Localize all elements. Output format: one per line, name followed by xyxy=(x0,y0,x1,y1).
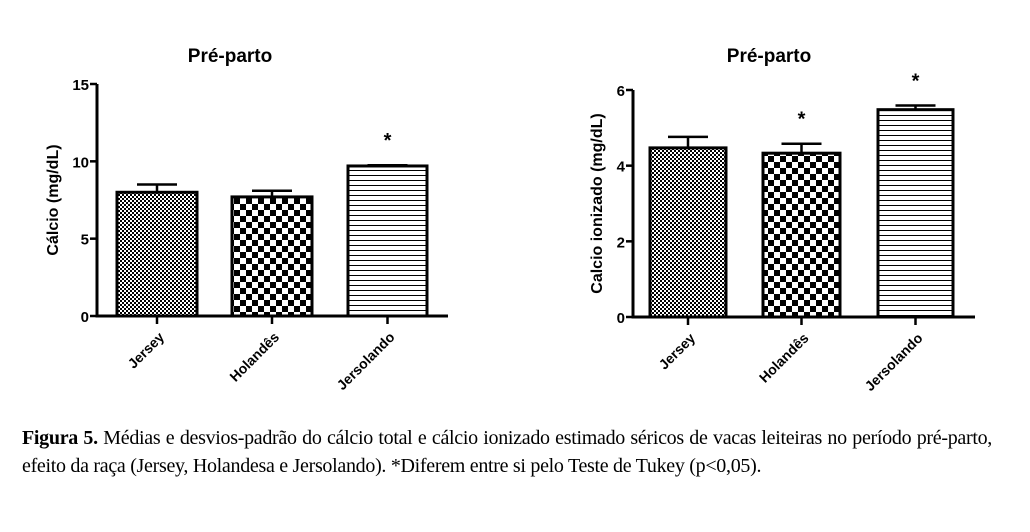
chart-ionized-calcium: Pré-parto Calcio ionizado (mg/dL) Jersey * H… xyxy=(589,46,975,394)
y-axis-label: Calcio ionizado (mg/dL) xyxy=(589,113,606,293)
figure-charts: Pré-parto Cálcio (mg/dL) Jersey Holandês * Je… xyxy=(45,46,975,394)
y-tick-label: 5 xyxy=(81,232,89,249)
significance-marker: * xyxy=(798,109,806,131)
bar-jersolando xyxy=(876,108,955,319)
significance-marker: * xyxy=(384,130,392,152)
bar-holandês xyxy=(230,195,314,318)
y-tick-label: 0 xyxy=(81,309,89,326)
bar-jersolando xyxy=(346,164,429,318)
y-tick-label: 10 xyxy=(72,154,89,171)
x-tick-label: Jersolando xyxy=(861,330,925,394)
caption-text: Médias e desvios-padrão do cálcio total … xyxy=(22,427,993,477)
bar-jersey xyxy=(648,146,728,319)
x-tick-label: Jersolando xyxy=(333,329,397,393)
x-tick-label: Holandês xyxy=(756,330,812,386)
y-tick-label: 15 xyxy=(72,77,89,94)
caption-label: Figura 5. xyxy=(22,427,98,449)
x-tick-label: Jersey xyxy=(124,329,167,372)
significance-marker: * xyxy=(912,71,920,93)
figure-caption: Figura 5. Médias e desvios-padrão do cál… xyxy=(22,424,992,480)
bar-holandês xyxy=(761,151,842,319)
y-tick-label: 0 xyxy=(617,310,625,327)
y-axis-label: Cálcio (mg/dL) xyxy=(45,144,62,255)
bar-jersey xyxy=(115,190,199,318)
chart-title: Pré-parto xyxy=(188,46,272,67)
chart-total-calcium: Pré-parto Cálcio (mg/dL) Jersey Holandês * Je… xyxy=(45,46,448,393)
x-tick-label: Jersey xyxy=(655,330,698,373)
x-tick-label: Holandês xyxy=(226,329,282,385)
chart-title: Pré-parto xyxy=(727,46,811,67)
y-tick-label: 2 xyxy=(617,234,625,251)
y-tick-label: 4 xyxy=(617,159,626,176)
y-tick-label: 6 xyxy=(617,83,625,100)
